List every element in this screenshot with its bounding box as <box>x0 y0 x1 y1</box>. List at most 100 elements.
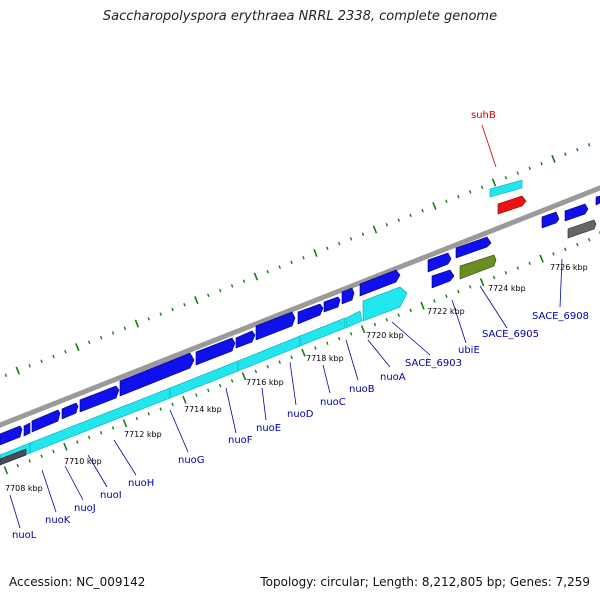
minor-tick <box>397 218 400 222</box>
minor-tick <box>385 223 389 227</box>
kbp-labels: 7708 kbp 7710 kbp 7712 kbp 7714 kbp 7716… <box>5 263 588 493</box>
gene-label-nuoE: nuoE <box>256 423 281 434</box>
minor-tick <box>552 252 555 256</box>
minor-tick <box>516 171 520 175</box>
minor-tick <box>111 426 115 430</box>
minor-tick <box>302 255 305 260</box>
minor-tick <box>87 435 91 440</box>
gene-label-nuoL: nuoL <box>12 530 37 541</box>
gene-label-nuoJ: nuoJ <box>74 503 96 514</box>
cds-features <box>0 195 600 446</box>
grey-feature-right <box>567 219 597 239</box>
minor-tick <box>195 393 198 397</box>
major-tick <box>122 419 128 428</box>
minor-tick <box>576 147 579 152</box>
minor-tick <box>576 242 579 247</box>
major-tick <box>3 466 9 475</box>
minor-tick <box>433 299 436 303</box>
minor-tick <box>87 340 91 345</box>
gene-label-ubiE: ubiE <box>458 345 480 356</box>
minor-tick <box>278 265 281 269</box>
minor-tick <box>135 416 139 421</box>
kbp-label: 7716 kbp <box>246 378 284 387</box>
minor-tick <box>171 402 174 407</box>
minor-tick <box>337 241 341 246</box>
minor-tick <box>457 194 460 199</box>
minor-tick <box>361 232 365 236</box>
major-tick <box>63 442 68 451</box>
minor-tick <box>230 379 234 383</box>
kbp-label: 7726 kbp <box>550 263 588 272</box>
minor-tick <box>52 449 55 454</box>
minor-tick <box>564 247 567 251</box>
kbp-label: 7710 kbp <box>64 457 102 466</box>
minor-tick <box>587 238 591 242</box>
minor-tick <box>290 355 293 360</box>
minor-tick <box>540 161 543 166</box>
minor-tick <box>159 407 162 411</box>
major-tick <box>194 296 199 305</box>
minor-tick <box>528 261 531 266</box>
minor-tick <box>266 270 270 274</box>
minor-tick <box>218 288 222 293</box>
minor-tick <box>290 260 293 265</box>
minor-tick <box>40 454 43 458</box>
gene-label-nuoD: nuoD <box>287 409 314 420</box>
minor-tick <box>397 313 400 317</box>
minor-tick <box>528 166 531 171</box>
minor-tick <box>230 284 234 288</box>
minor-tick <box>492 275 496 280</box>
minor-tick <box>147 317 150 321</box>
gene-label-SACE_6903: SACE_6903 <box>405 358 462 369</box>
minor-tick <box>99 335 103 340</box>
minor-tick <box>123 326 127 331</box>
gene-label-nuoF: nuoF <box>228 435 253 446</box>
gene-label-nuoK: nuoK <box>45 515 71 526</box>
gene-label-nuoA: nuoA <box>380 372 406 383</box>
kbp-label: 7724 kbp <box>488 284 526 293</box>
minor-tick <box>171 307 174 312</box>
minor-tick <box>504 176 508 180</box>
olive-feature <box>459 254 497 280</box>
kbp-label: 7714 kbp <box>184 405 222 414</box>
gene-labels: nuoL nuoK nuoJ nuoI nuoH nuoG nuoF nuoE … <box>12 110 589 541</box>
minor-tick <box>326 246 329 251</box>
gene-label-SACE_6908: SACE_6908 <box>532 311 589 322</box>
kbp-label: 7712 kbp <box>124 430 162 439</box>
minor-tick <box>207 293 210 298</box>
minor-tick <box>76 440 79 444</box>
gene-label-nuoH: nuoH <box>128 478 154 489</box>
major-tick <box>491 178 497 187</box>
major-tick <box>182 395 187 404</box>
minor-tick <box>349 332 353 336</box>
kbp-label: 7708 kbp <box>5 484 43 493</box>
grey-feature-left <box>0 448 27 466</box>
suhB-leader <box>481 124 497 168</box>
minor-tick <box>28 459 31 463</box>
major-tick <box>479 278 485 287</box>
suhB-feature <box>497 195 527 215</box>
gene-label-suhB: suhB <box>471 110 496 121</box>
minor-tick <box>421 208 424 213</box>
minor-tick <box>468 190 472 194</box>
genome-backbone <box>0 185 600 428</box>
gene-label-nuoB: nuoB <box>349 384 375 395</box>
upper-tick-track <box>4 138 600 378</box>
minor-tick <box>480 185 484 189</box>
major-tick <box>432 202 437 210</box>
minor-tick <box>28 364 31 368</box>
kbp-label: 7720 kbp <box>366 331 404 340</box>
kbp-label: 7718 kbp <box>306 354 344 363</box>
minor-tick <box>4 373 8 378</box>
minor-tick <box>207 388 210 393</box>
gene-label-nuoG: nuoG <box>178 455 205 466</box>
minor-tick <box>242 279 246 283</box>
major-tick <box>241 372 247 381</box>
major-tick <box>253 272 259 281</box>
minor-tick <box>111 331 115 335</box>
minor-tick <box>266 365 270 369</box>
minor-tick <box>504 271 508 275</box>
minor-tick <box>349 237 353 241</box>
topology-text: Topology: circular; Length: 8,212,805 bp… <box>260 575 590 589</box>
minor-tick <box>445 199 448 204</box>
